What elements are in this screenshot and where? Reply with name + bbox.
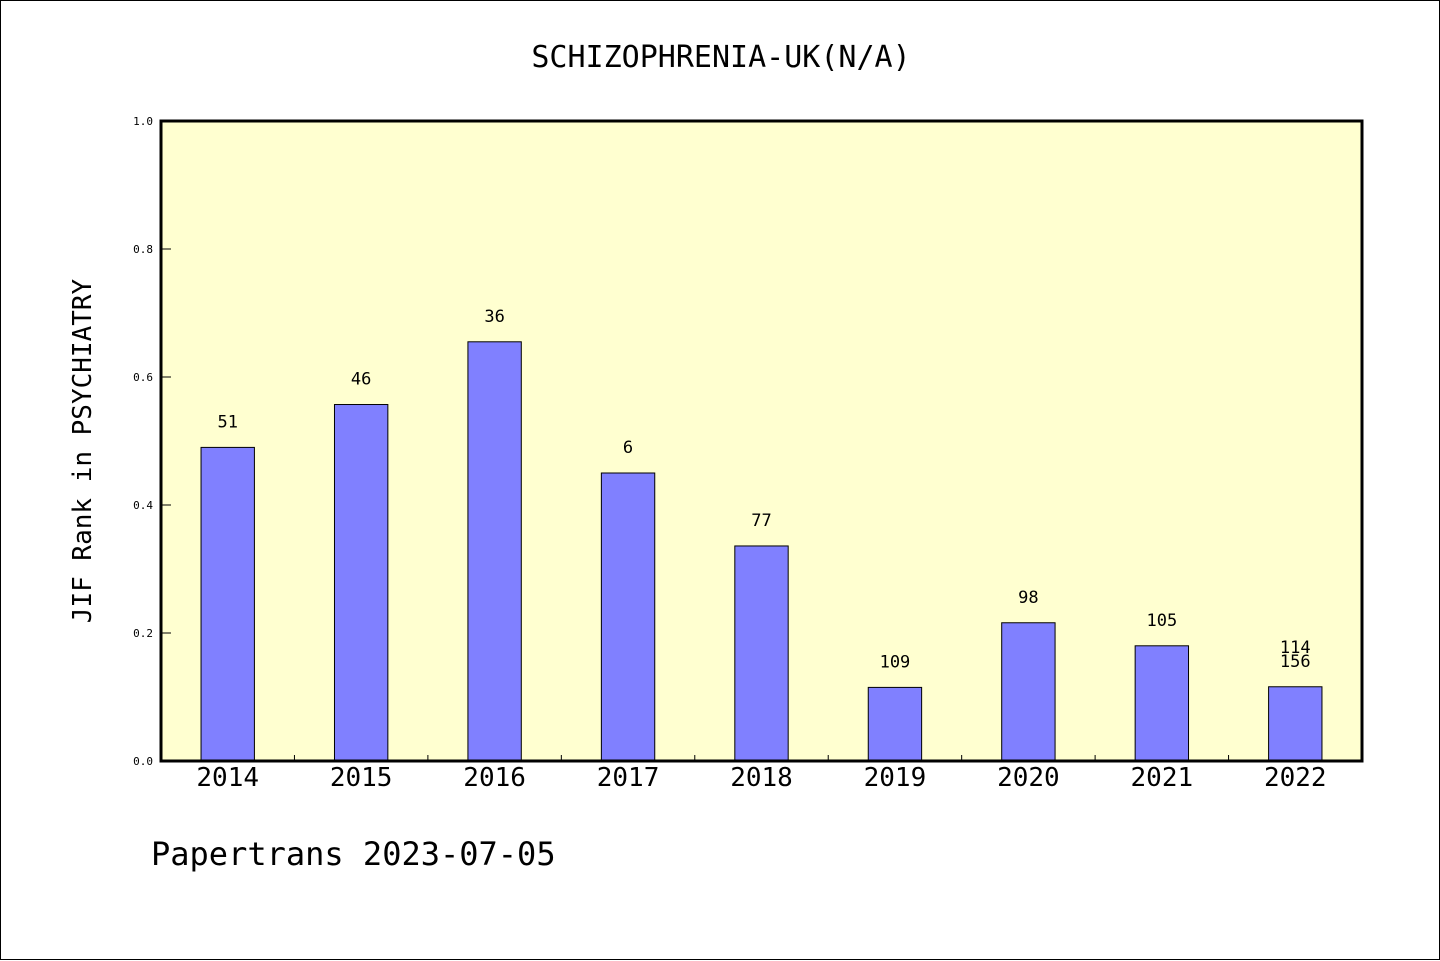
bar-2015 bbox=[333, 404, 389, 762]
x-tick-label: 2014 bbox=[196, 763, 259, 793]
x-tick-label: 2016 bbox=[463, 763, 526, 793]
chart-title: SCHIZOPHRENIA-UK(N/A) bbox=[531, 40, 910, 75]
data-label-2017: 6 bbox=[623, 438, 633, 458]
y-tick-label: 0.6 bbox=[133, 371, 153, 384]
y-tick-label: 0.4 bbox=[133, 499, 153, 512]
footer-text: Papertrans 2023-07-05 bbox=[151, 835, 556, 873]
bar-2017 bbox=[600, 472, 656, 762]
x-tick-label: 2019 bbox=[864, 763, 927, 793]
bar-2014 bbox=[200, 446, 255, 762]
data-label-2020: 98 bbox=[1018, 588, 1038, 608]
y-tick-label: 0.0 bbox=[133, 755, 153, 768]
data-label-2022: 114 bbox=[1280, 638, 1311, 658]
x-tick-label: 2018 bbox=[730, 763, 793, 793]
y-tick-label: 1.0 bbox=[133, 115, 153, 128]
x-tick-label: 2020 bbox=[997, 763, 1060, 793]
x-axis: 2014 2015 2016 2017 2018 2019 2020 2021 2022 bbox=[196, 755, 1327, 793]
plot-border bbox=[159, 119, 1364, 763]
data-label-2019: 109 bbox=[880, 652, 911, 672]
bar-2019 bbox=[867, 686, 923, 762]
bar-2018 bbox=[734, 545, 789, 762]
data-label-2014: 51 bbox=[217, 412, 237, 432]
x-tick-label: 2022 bbox=[1264, 763, 1327, 793]
y-tick-label: 0.2 bbox=[133, 627, 153, 640]
bar-2022 bbox=[1268, 686, 1323, 762]
data-label-2016: 36 bbox=[484, 307, 504, 327]
data-label-2018: 77 bbox=[751, 511, 771, 531]
bar-2020 bbox=[1001, 622, 1056, 762]
x-tick-label: 2021 bbox=[1131, 763, 1194, 793]
data-label-2021: 105 bbox=[1146, 611, 1177, 631]
data-label-2022: 156 bbox=[1280, 652, 1311, 672]
bar-2016 bbox=[467, 341, 522, 762]
y-axis: 0.0 0.2 0.4 0.6 0.8 1.0 bbox=[133, 115, 171, 768]
x-tick-label: 2017 bbox=[597, 763, 660, 793]
x-tick-label: 2015 bbox=[330, 763, 393, 793]
data-label-2015: 46 bbox=[351, 370, 371, 390]
bar-2021 bbox=[1134, 645, 1190, 762]
y-axis-label: JIF Rank in PSYCHIATRY bbox=[68, 278, 98, 623]
y-tick-label: 0.8 bbox=[133, 243, 153, 256]
